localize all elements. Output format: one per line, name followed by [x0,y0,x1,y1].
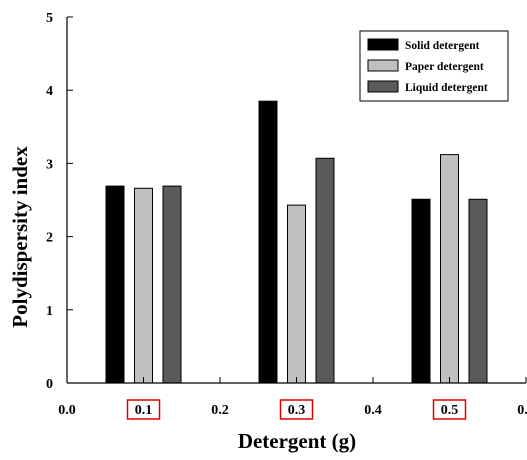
bar-1-2 [258,100,278,384]
x-tick-label: 0.2 [211,403,229,418]
x-tick-label: 0.5 [441,403,459,418]
bar-1-1 [105,185,125,384]
y-tick-label: 0 [46,377,53,392]
legend-label: Paper detergent [405,61,484,73]
highlight-box [279,399,314,420]
y-tick-label: 4 [46,84,53,99]
bar-2-2 [287,204,306,384]
x-tick-label: 0.4 [364,403,382,418]
ticks-group: 0 1 2 3 4 5 0.0 0.1 0.2 0.3 0.4 0.5 0.6 [46,11,527,420]
legend-swatch [367,59,399,72]
y-tick-label: 1 [46,304,53,319]
bar-3-3 [468,198,488,384]
y-tick-label: 2 [46,231,53,246]
legend-label: Solid detergent [405,40,480,52]
legend-label: Liquid detergent [405,82,488,94]
x-tick-label: 0.6 [517,403,527,418]
bar-3-1 [162,185,182,384]
highlight-box [432,399,467,420]
x-tick-label: 0.3 [288,403,306,418]
highlight-box [126,399,161,420]
x-axis-title: Detergent (g) [238,429,356,453]
x-tick-label: 0.1 [135,403,153,418]
y-tick-label: 3 [46,157,53,172]
x-tick-label: 0.0 [58,403,76,418]
legend-swatch [367,80,399,93]
bars-group [105,100,488,384]
bar-1-3 [411,198,431,384]
legend-swatch [367,38,399,51]
legend: Solid detergent Paper detergent Liquid det… [359,30,509,102]
y-axis-title: Polydispersity index [8,146,32,328]
bar-3-2 [315,157,335,384]
y-tick-label: 5 [46,11,53,26]
bar-2-1 [134,187,153,384]
bar-2-3 [440,154,459,384]
